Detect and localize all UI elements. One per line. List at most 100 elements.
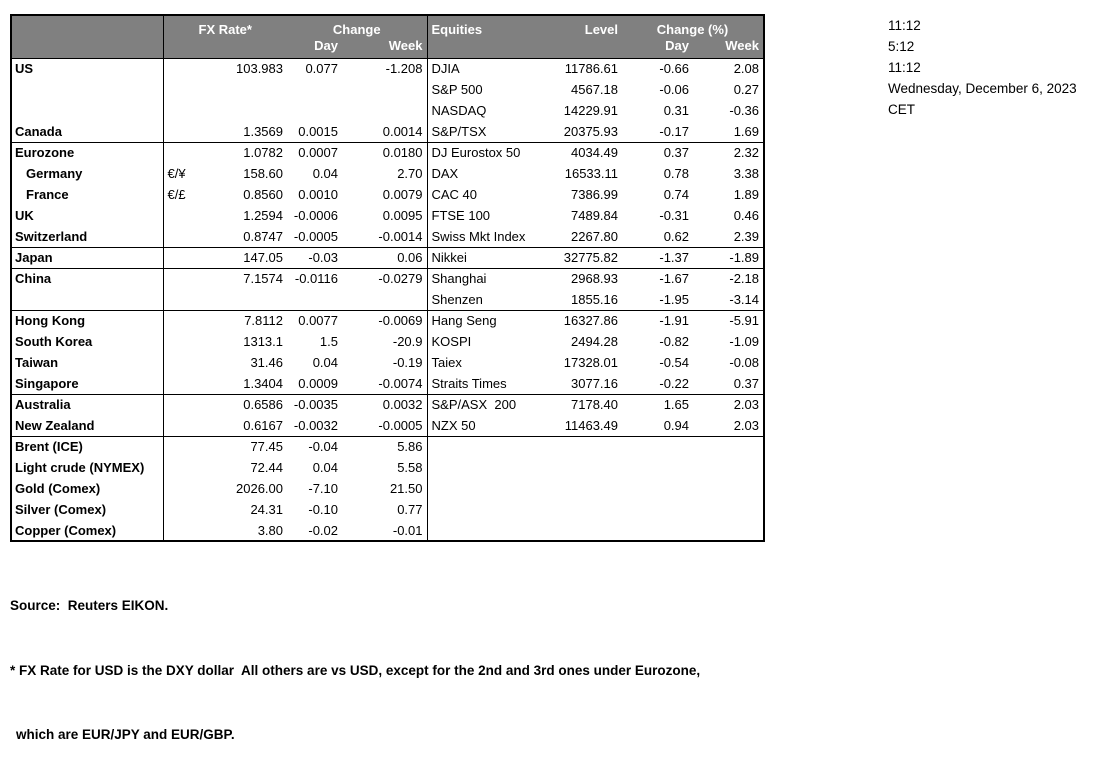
fx-rate-value: 1.3404 <box>243 375 283 391</box>
fx-change-week-value: -1.208 <box>385 61 423 77</box>
fx-rate-value <box>197 100 287 121</box>
equity-name: Shenzen <box>426 289 558 310</box>
table-row: NASDAQ 14229.91 0.31 -0.36 <box>11 100 764 121</box>
fx-change-day-value: 0.04 <box>312 460 338 475</box>
fx-rate-value: 3.80 <box>257 522 283 538</box>
equity-change-week-value <box>693 457 764 478</box>
fx-rate-subheader-spacer <box>162 38 287 59</box>
equity-change-week-value: 0.37 <box>733 375 759 391</box>
currency-pair-symbol <box>162 289 197 310</box>
currency-pair-symbol <box>162 121 197 142</box>
equity-name: FTSE 100 <box>426 205 558 226</box>
equity-name <box>426 457 558 478</box>
fx-change-week-value: 5.58 <box>397 460 423 475</box>
table-row: Copper (Comex) 3.80 -0.02 -0.01 <box>11 520 764 541</box>
row-label: New Zealand <box>15 417 95 433</box>
equity-change-day-value <box>622 435 693 457</box>
row-label: Brent (ICE) <box>11 435 163 457</box>
equity-change-day-value <box>622 499 693 520</box>
fx-change-day-value: 1.5 <box>319 334 338 349</box>
fx-week-header: Week <box>342 38 427 59</box>
fx-change-day-value: -7.10 <box>308 481 338 496</box>
equity-name <box>426 520 558 541</box>
equity-name: Taiex <box>426 352 558 373</box>
currency-pair-symbol <box>162 373 197 394</box>
equity-name: NZX 50 <box>426 415 558 436</box>
equity-name <box>426 499 558 520</box>
fx-change-day-value: -0.02 <box>308 522 338 538</box>
equity-day-header: Day <box>622 38 693 59</box>
equity-change-week-value: 2.03 <box>693 393 764 415</box>
currency-pair-symbol <box>162 352 197 373</box>
equity-change-week-value: -0.08 <box>729 355 759 370</box>
equity-level-value <box>558 478 622 499</box>
row-label: Hong Kong <box>11 309 163 331</box>
equity-level-value: 11786.61 <box>564 61 618 77</box>
equity-change-week-value: 0.27 <box>733 82 759 97</box>
equity-change-day-value: -0.54 <box>659 355 689 370</box>
fx-rate-value <box>197 289 287 310</box>
row-label: Japan <box>11 246 163 268</box>
row-label: Switzerland <box>15 228 88 244</box>
time-line-2: 5:12 <box>888 39 915 54</box>
equity-change-day-value: 1.65 <box>622 393 693 415</box>
row-label: China <box>11 267 163 289</box>
equity-level-value: 16533.11 <box>564 166 618 181</box>
equity-change-week-value: 3.38 <box>733 166 759 181</box>
fx-change-week-value: 0.06 <box>342 246 427 268</box>
fx-change-day-value: 0.0010 <box>298 187 338 202</box>
equity-change-day-value: -0.17 <box>659 123 689 139</box>
equity-week-header: Week <box>693 38 764 59</box>
equity-name: Hang Seng <box>426 309 558 331</box>
equity-level-value: 3077.16 <box>571 375 618 391</box>
fx-change-day-value: -0.04 <box>287 435 342 457</box>
table-row: UK 1.2594 -0.0006 0.0095 FTSE 100 7489.8… <box>11 205 764 226</box>
fx-rate-value: 31.46 <box>250 355 283 370</box>
corner-cell <box>11 15 163 38</box>
fx-change-week-value: -20.9 <box>392 334 423 349</box>
equity-level-value: 2494.28 <box>571 334 618 349</box>
equity-change-day-value: -1.67 <box>622 267 693 289</box>
fx-change-week-value: 0.0014 <box>382 123 423 139</box>
table-header-row-2: Day Week Day Week <box>11 38 764 59</box>
equity-level-value <box>558 435 622 457</box>
equity-change-week-value: -0.36 <box>729 103 759 118</box>
time-block: 11:12 5:12 11:12 Wednesday, December 6, … <box>888 15 1077 120</box>
equity-name: NASDAQ <box>426 100 558 121</box>
fx-change-day-value <box>287 79 342 100</box>
fx-change-day-value: 0.0007 <box>287 141 342 163</box>
fx-change-week-value: 0.0032 <box>342 393 427 415</box>
equity-level-value: 11463.49 <box>564 417 618 433</box>
equity-level-value: 17328.01 <box>563 355 618 370</box>
equity-change-week-value: -3.14 <box>729 291 759 307</box>
date-line: Wednesday, December 6, 2023 <box>888 81 1077 96</box>
currency-pair-symbol <box>162 58 197 79</box>
fx-change-week-value: -0.0279 <box>342 267 427 289</box>
currency-pair-symbol <box>162 393 197 415</box>
fx-rate-value: 7.8112 <box>197 309 287 331</box>
fx-change-day-value <box>287 100 342 121</box>
equity-name: S&P/ASX 200 <box>426 393 558 415</box>
fx-rate-value: 0.8560 <box>243 187 283 202</box>
equity-change-week-value: 0.46 <box>733 208 759 223</box>
fx-rate-header: FX Rate* <box>162 15 287 38</box>
fx-change-week-value: -0.19 <box>392 355 423 370</box>
fx-change-day-value: -0.0032 <box>293 417 338 433</box>
table-row: China 7.1574 -0.0116 -0.0279 Shanghai 29… <box>11 267 764 289</box>
fx-change-week-value: -0.01 <box>392 522 423 538</box>
equity-change-day-value: -0.31 <box>659 208 689 223</box>
equity-level-value: 4034.49 <box>558 141 622 163</box>
row-label: Germany <box>26 166 83 181</box>
time-line-3: 11:12 <box>888 60 921 75</box>
fx-rate-value: 72.44 <box>250 460 283 475</box>
equities-subheader-spacer <box>426 38 558 59</box>
equity-change-day-value: -0.22 <box>659 375 689 391</box>
equity-level-value: 2968.93 <box>558 267 622 289</box>
fx-rate-value: 158.60 <box>243 166 283 181</box>
equity-change-day-value: 0.37 <box>622 141 693 163</box>
fx-change-week-value: -0.0069 <box>342 309 427 331</box>
corner-cell-2 <box>11 38 163 59</box>
row-label: Gold (Comex) <box>15 481 101 496</box>
fx-change-week-value: 0.0095 <box>382 208 423 223</box>
fx-rate-value: 7.1574 <box>197 267 287 289</box>
